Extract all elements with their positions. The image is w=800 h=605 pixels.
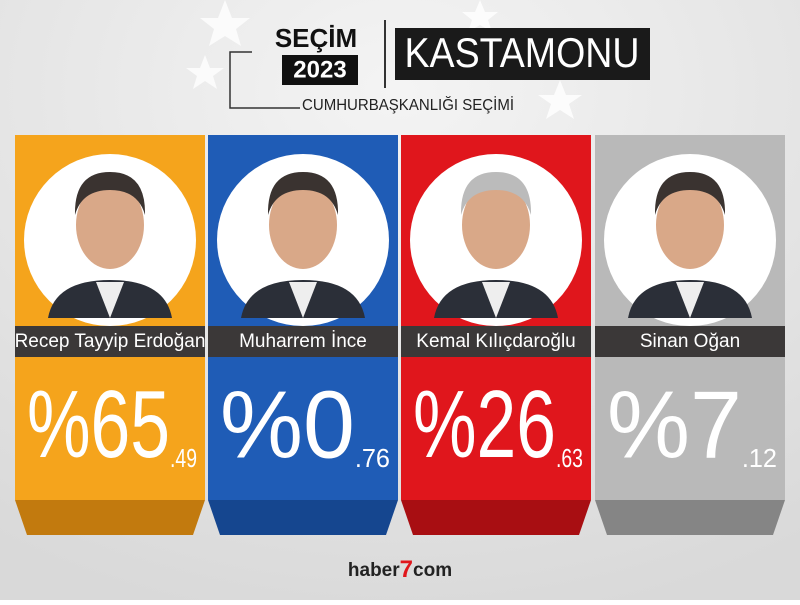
portrait — [628, 172, 752, 318]
cards: Recep Tayyip Erdoğan %65.49 Muharrem İnce%… — [15, 135, 785, 535]
name-bar — [15, 326, 205, 357]
percent-whole: %7 — [607, 371, 742, 478]
header: SEÇİM 2023 KASTAMONU CUMHURBAŞKANLIĞI SE… — [229, 20, 650, 114]
name-bar — [595, 326, 785, 357]
portrait-hair — [267, 172, 339, 215]
card-chevron — [595, 500, 785, 535]
candidate-name: Kemal Kılıçdaroğlu — [416, 331, 575, 352]
badge-year: 2023 — [293, 56, 346, 83]
percent-fraction: .63 — [556, 443, 583, 472]
card-chevron — [208, 500, 398, 535]
card-chevron — [401, 500, 591, 535]
portrait — [48, 172, 172, 318]
logo-right: com — [413, 560, 452, 581]
portrait-face — [656, 181, 724, 269]
portrait-shirt — [482, 282, 510, 318]
candidate-name: Muharrem İnce — [239, 331, 367, 352]
percent-whole: %65 — [27, 370, 170, 478]
name-bar — [401, 326, 591, 357]
name-bar — [208, 326, 398, 357]
percent: %7.12 — [607, 371, 777, 478]
percent-whole: %26 — [413, 370, 556, 478]
bracket — [229, 51, 300, 109]
candidate-card: Sinan Oğan %7.12 — [595, 135, 785, 535]
badge-top: SEÇİM — [275, 23, 357, 53]
province: KASTAMONU — [405, 29, 640, 76]
logo-left: haber — [348, 560, 400, 581]
stars — [186, 0, 582, 119]
subtitle: CUMHURBAŞKANLIĞI SEÇİMİ — [302, 95, 514, 114]
portrait — [434, 172, 558, 318]
portrait-face — [76, 181, 144, 269]
portrait-face — [269, 181, 337, 269]
candidate-card: Kemal Kılıçdaroğlu %26.63 — [401, 135, 591, 535]
logo: haber7com — [348, 556, 452, 583]
candidate-card: Muharrem İnce %0.76 — [208, 135, 398, 535]
percent-fraction: .12 — [742, 445, 777, 473]
portrait-hair — [74, 172, 146, 215]
portrait-shirt — [289, 282, 317, 318]
percent: %65.49 — [27, 370, 197, 478]
candidate-name: Recep Tayyip Erdoğan — [15, 331, 206, 352]
year-box — [282, 55, 358, 85]
portrait — [241, 172, 365, 318]
portrait-shirt — [96, 282, 124, 318]
portrait-shirt — [676, 282, 704, 318]
portrait-hair — [654, 172, 726, 215]
portrait-face — [462, 181, 530, 269]
footer: haber7com — [348, 556, 452, 583]
logo-mid: 7 — [400, 556, 413, 583]
card-chevron — [15, 500, 205, 535]
portrait-hair — [460, 172, 532, 215]
province-box — [395, 28, 650, 80]
candidate-name: Sinan Oğan — [640, 331, 740, 352]
percent-fraction: .49 — [170, 443, 197, 472]
percent: %26.63 — [413, 370, 583, 478]
percent-fraction: .76 — [355, 445, 390, 473]
percent-whole: %0 — [220, 371, 355, 478]
candidate-card: Recep Tayyip Erdoğan %65.49 — [15, 135, 206, 535]
percent: %0.76 — [220, 371, 390, 478]
